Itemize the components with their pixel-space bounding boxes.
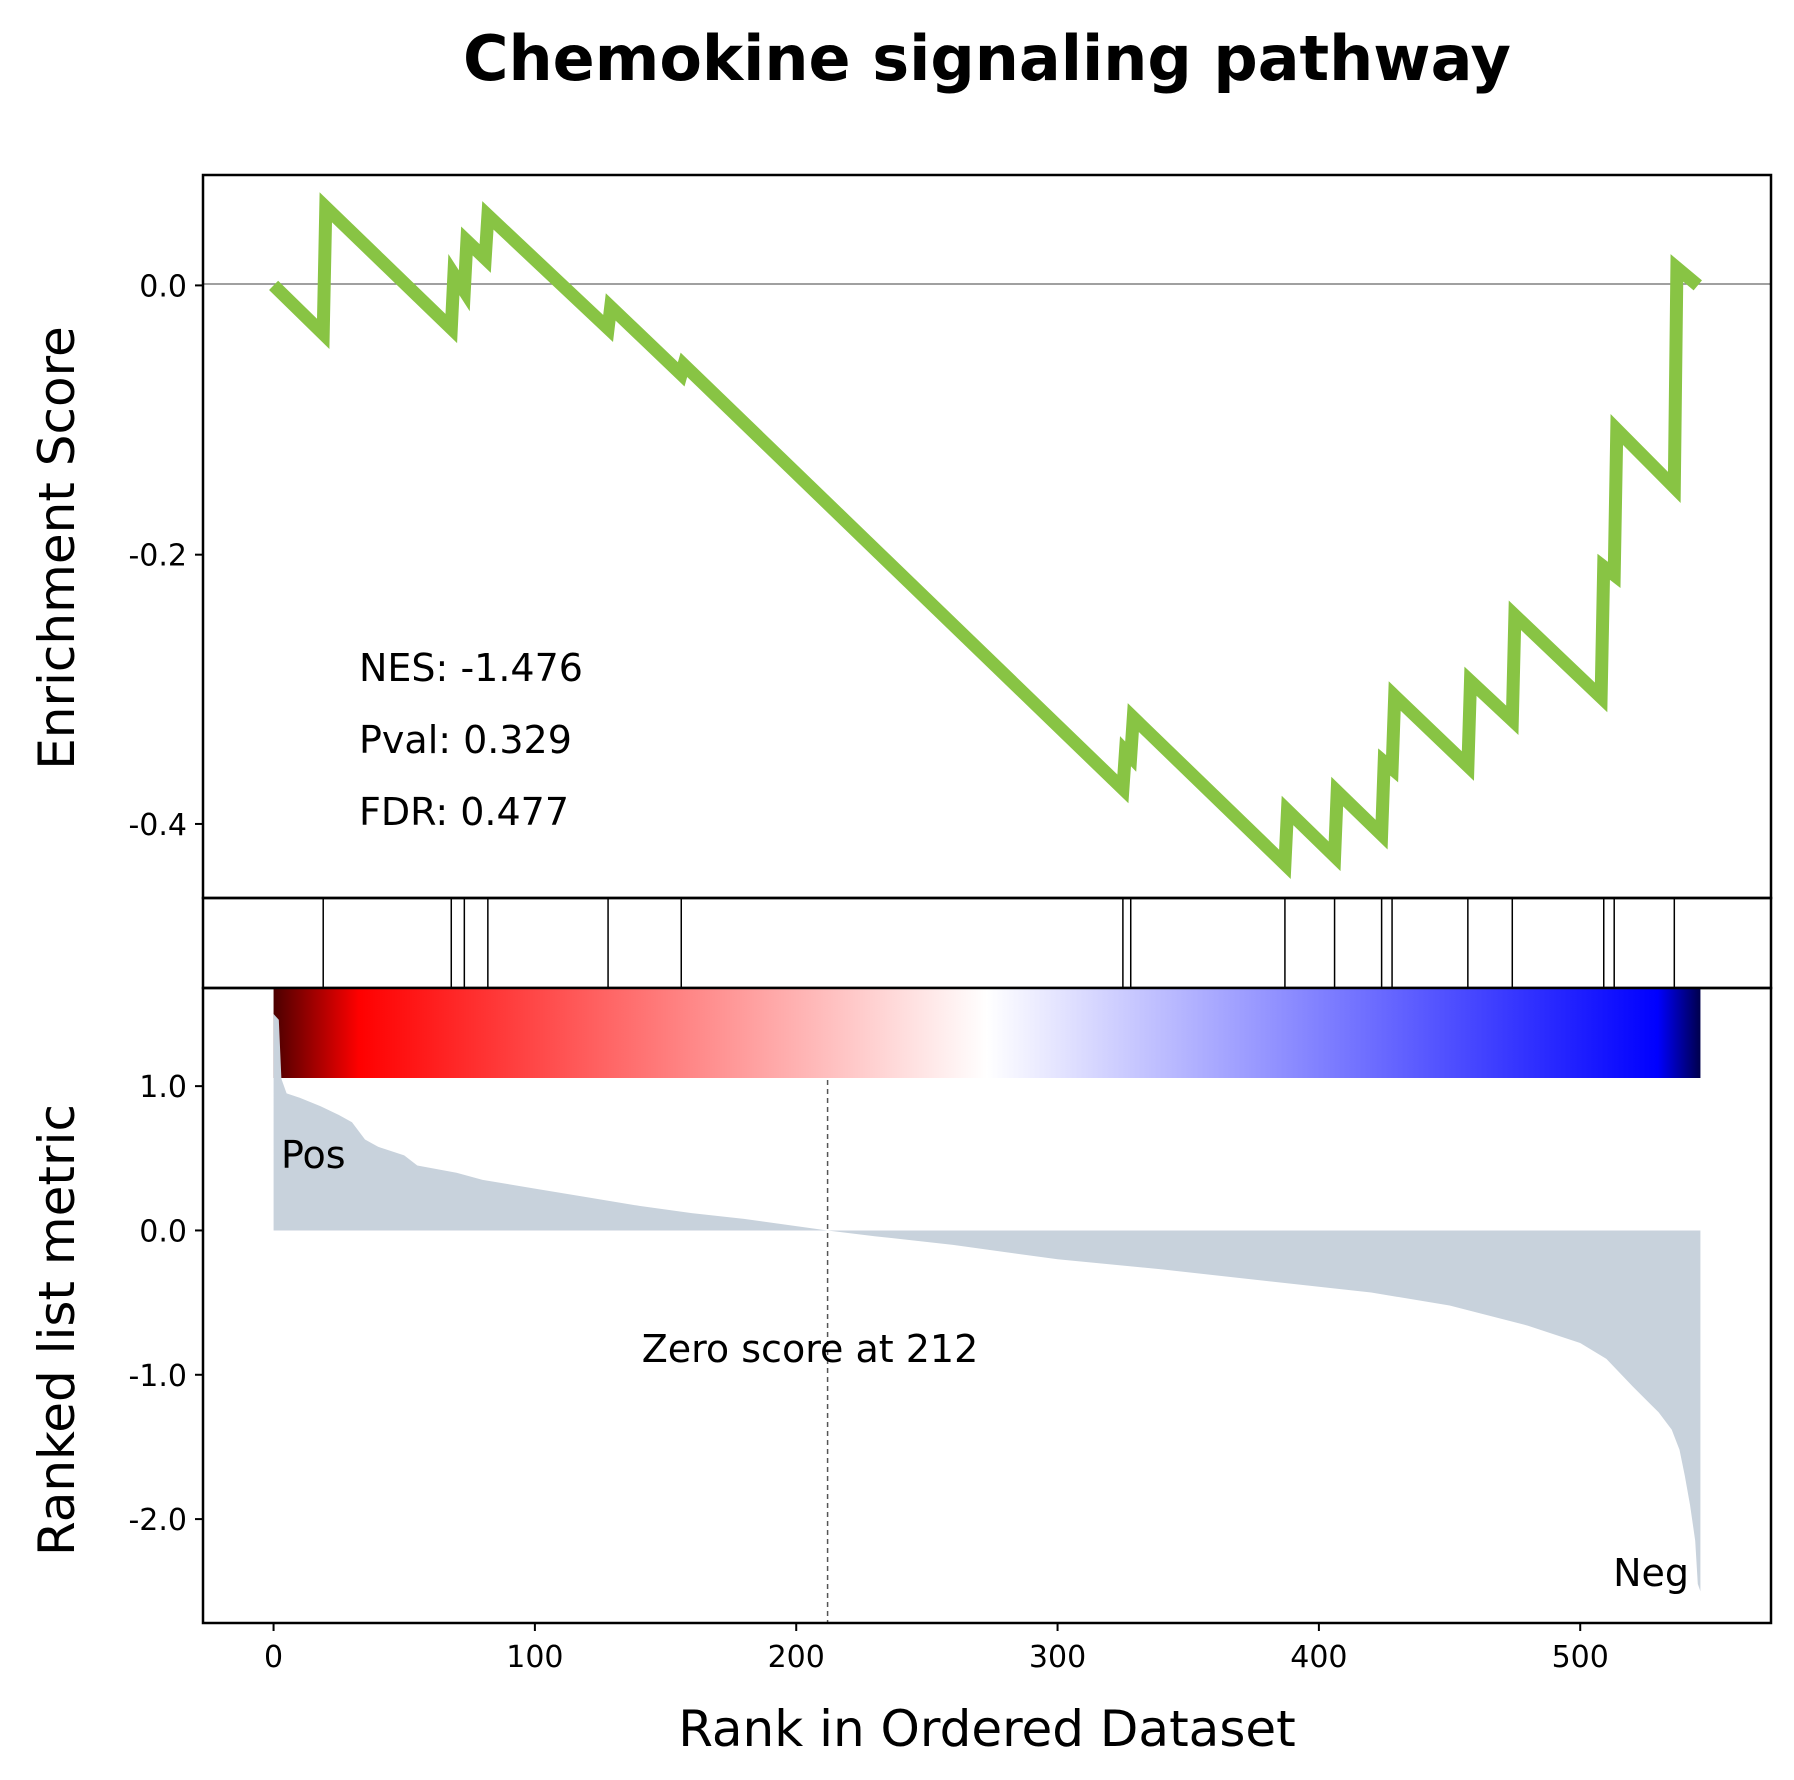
es-ylabel: Enrichment Score	[28, 326, 86, 770]
zero-score-label: Zero score at 212	[642, 1327, 979, 1371]
chart-title: Chemokine signaling pathway	[463, 22, 1511, 95]
x-tick-label: 400	[1290, 1640, 1347, 1675]
rm-y-tick-label: 1.0	[139, 1070, 187, 1105]
es-y-tick-label: -0.2	[128, 539, 187, 574]
ranked-metric-area	[273, 1014, 1701, 1592]
rm-y-tick-label: 0.0	[139, 1214, 187, 1249]
rm-y-tick-label: -2.0	[128, 1503, 187, 1538]
colorbar	[273, 988, 1701, 1078]
rm-y-tick-label: -1.0	[128, 1359, 187, 1394]
x-tick-label: 500	[1552, 1640, 1609, 1675]
x-tick-label: 0	[264, 1640, 283, 1675]
neg-label: Neg	[1613, 1551, 1689, 1595]
hit-lines	[322, 898, 1676, 988]
x-tick-label: 200	[768, 1640, 825, 1675]
x-tick-label: 300	[1029, 1640, 1086, 1675]
pos-label: Pos	[281, 1133, 346, 1177]
rm-ylabel: Ranked list metric	[28, 1104, 86, 1556]
rm-y-ticks: 1.0 0.0 -1.0 -2.0	[128, 1070, 203, 1538]
es-y-tick-label: 0.0	[139, 269, 187, 304]
hits-panel	[201, 896, 1773, 990]
es-y-ticks: 0.0 -0.2 -0.4	[128, 269, 203, 843]
hits-frame	[201, 896, 1773, 990]
ranked-metric-panel: Zero score at 212 Pos Neg 1.0 0.0 -1.0 -2.0…	[28, 986, 1773, 1625]
es-y-tick-label: -0.4	[128, 808, 187, 843]
nes-label: NES: -1.476	[359, 646, 583, 690]
x-axis-ticks: 0 100 200 300 400 500	[264, 1623, 1609, 1675]
enrichment-score-line	[269, 192, 1702, 879]
x-tick-label: 100	[506, 1640, 563, 1675]
x-axis-label: Rank in Ordered Dataset	[678, 1700, 1295, 1758]
fdr-label: FDR: 0.477	[359, 790, 569, 834]
enrichment-panel: 0.0 -0.2 -0.4 NES: -1.476 Pval: 0.329 FDR:…	[28, 173, 1773, 900]
pval-label: Pval: 0.329	[359, 718, 572, 762]
rm-frame	[201, 986, 1773, 1625]
stats-box: NES: -1.476 Pval: 0.329 FDR: 0.477	[359, 646, 583, 834]
